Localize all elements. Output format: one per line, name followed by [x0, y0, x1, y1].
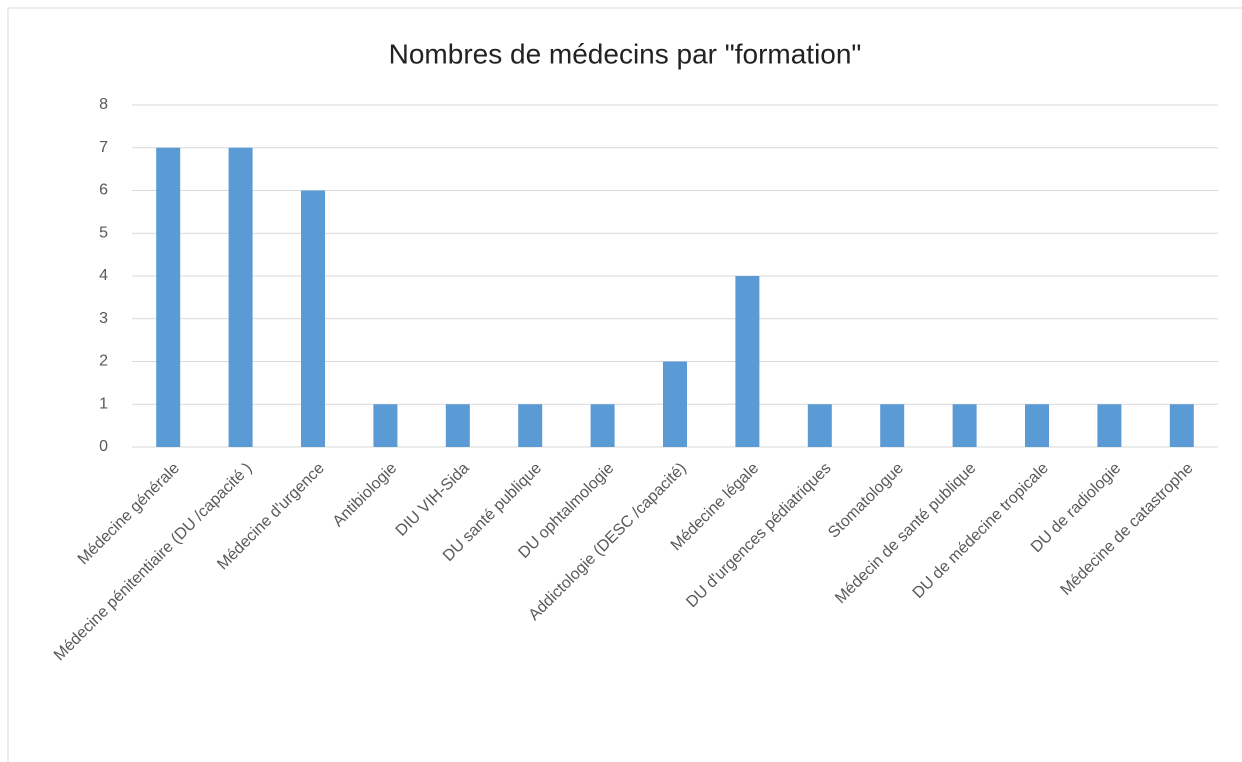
- bar: [663, 361, 687, 447]
- bar: [807, 404, 832, 447]
- bar: [228, 147, 253, 447]
- chart-frame: [7, 7, 1242, 762]
- bar: [373, 404, 398, 447]
- y-tick-label: 1: [99, 395, 108, 412]
- bar: [590, 404, 615, 447]
- y-tick-label: 7: [99, 139, 108, 156]
- y-tick-label: 6: [99, 182, 108, 199]
- chart-title: Nombres de médecins par "formation": [389, 38, 862, 69]
- bar: [301, 190, 325, 447]
- bar: [445, 404, 470, 447]
- y-tick-label: 4: [99, 267, 108, 284]
- y-tick-label: 3: [99, 310, 108, 327]
- bar: [156, 147, 181, 447]
- bar: [952, 404, 977, 447]
- y-tick-label: 0: [99, 438, 108, 455]
- y-tick-label: 8: [99, 96, 108, 113]
- bar: [735, 276, 760, 447]
- y-tick-label: 2: [99, 353, 108, 370]
- bar: [1169, 404, 1194, 447]
- bar: [1097, 404, 1122, 447]
- bar: [880, 404, 905, 447]
- bar: [518, 404, 543, 447]
- bar: [1025, 404, 1049, 447]
- y-tick-label: 5: [99, 224, 108, 241]
